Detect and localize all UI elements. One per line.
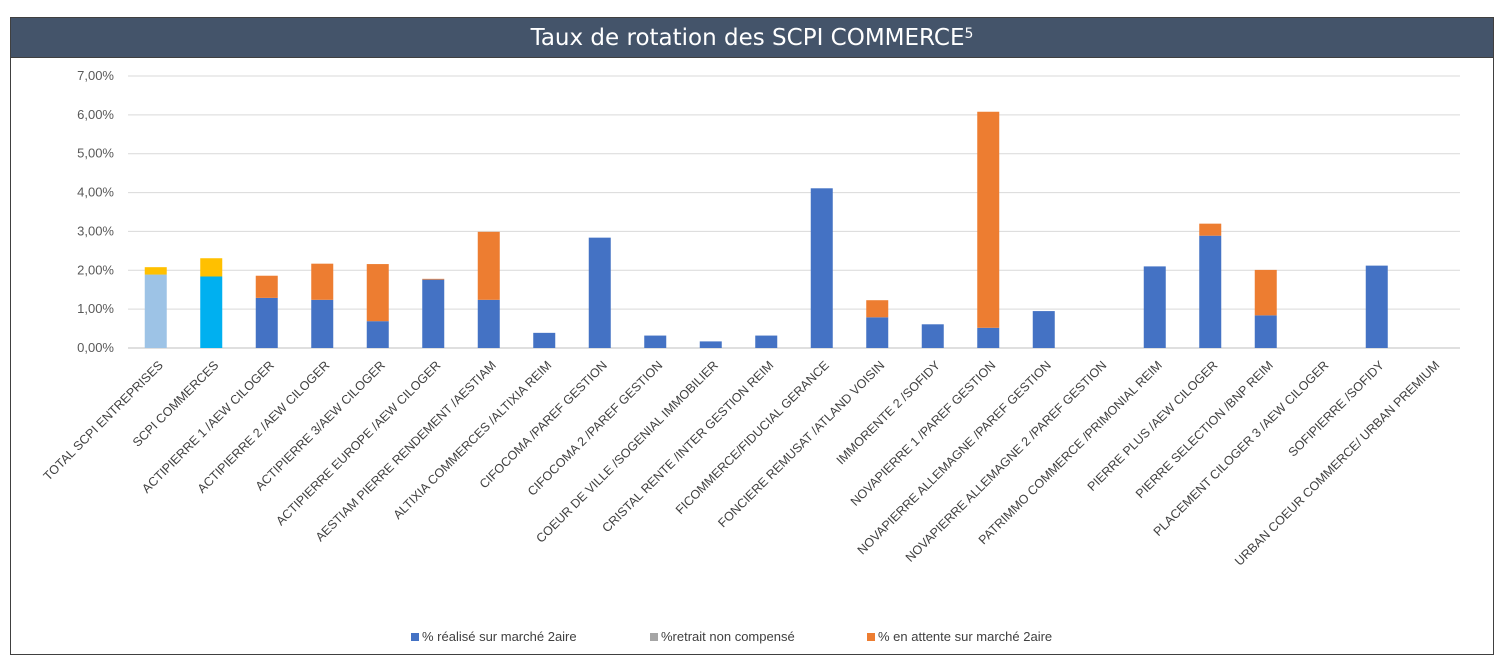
y-tick-label: 2,00% [77, 262, 114, 277]
bar-segment [1199, 223, 1222, 236]
bar-segment [366, 264, 389, 322]
bar-segment [477, 231, 500, 300]
bar-segment [533, 332, 556, 348]
bar-segment [755, 335, 778, 348]
legend-label: %retrait non compensé [661, 629, 795, 644]
bar-segment [699, 341, 722, 348]
category-label: URBAN COEUR COMMERCE/ URBAN PREMIUM [1232, 358, 1442, 568]
category-label: NOVAPIERRE ALLEMAGNE 2 /PAREF GESTION [903, 358, 1110, 565]
legend-swatch [650, 633, 658, 641]
category-label: SOFIPIERRE /SOFIDY [1286, 358, 1388, 460]
legend-swatch [411, 633, 419, 641]
y-tick-label: 0,00% [77, 340, 114, 355]
y-tick-label: 5,00% [77, 146, 114, 161]
bar-segment [255, 297, 278, 348]
bar-segment [866, 317, 889, 348]
bar-segment [921, 324, 944, 348]
legend-label: % réalisé sur marché 2aire [422, 629, 577, 644]
bar-segment [144, 267, 167, 275]
legend-swatch [867, 633, 875, 641]
category-label: IMMORENTE 2 /SOFIDY [834, 358, 944, 468]
bar-segment [366, 321, 389, 348]
y-tick-label: 1,00% [77, 301, 114, 316]
chart-title-superscript: 5 [964, 25, 974, 42]
y-tick-label: 7,00% [77, 68, 114, 83]
bar-segment [311, 263, 334, 300]
y-tick-label: 4,00% [77, 185, 114, 200]
category-label: NOVAPIERRE ALLEMAGNE /PAREF GESTION [855, 358, 1054, 557]
bar-segment [588, 237, 611, 348]
bar-segment [977, 327, 1000, 348]
bar-segment [311, 299, 334, 348]
bar-segment [1365, 265, 1388, 348]
bar-segment [1032, 311, 1055, 348]
bar-segment [200, 276, 223, 348]
bar-segment [255, 275, 278, 298]
bar-segment [477, 299, 500, 348]
category-label: TOTAL SCPI ENTREPRISES [41, 358, 166, 483]
bar-segment [644, 335, 667, 348]
bar-segment [200, 258, 223, 277]
bar-segment [810, 188, 833, 348]
legend-label: % en attente sur marché 2aire [878, 629, 1052, 644]
bar-segment [144, 274, 167, 348]
bar-segment [977, 111, 1000, 328]
bar-segment [422, 278, 445, 280]
y-tick-label: 3,00% [77, 223, 114, 238]
chart-title: Taux de rotation des SCPI COMMERCE [530, 24, 965, 51]
chart-title-bar: Taux de rotation des SCPI COMMERCE 5 [11, 18, 1493, 58]
y-tick-label: 6,00% [77, 107, 114, 122]
bar-segment [1199, 235, 1222, 348]
bar-segment [1254, 269, 1277, 316]
bar-segment [422, 279, 445, 348]
bar-segment [1254, 315, 1277, 348]
bar-segment [866, 300, 889, 318]
bar-segment [1143, 266, 1166, 348]
